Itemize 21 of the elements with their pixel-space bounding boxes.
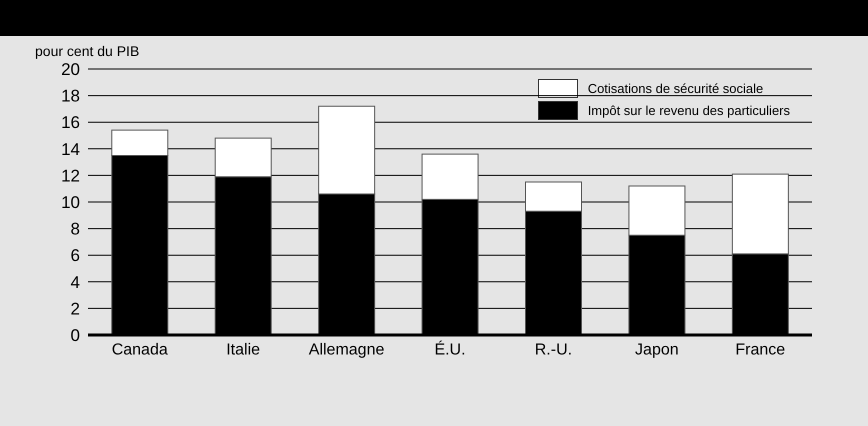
y-tick-label: 4 [70, 272, 80, 292]
x-tick-label: France [735, 341, 786, 358]
x-tick-label: Canada [112, 341, 168, 358]
y-tick-label: 10 [61, 193, 80, 212]
x-tick-label: Japon [635, 341, 679, 358]
y-tick-label: 18 [61, 86, 80, 106]
legend-label: Impôt sur le revenu des particuliers [588, 102, 790, 118]
y-axis-title: pour cent du PIB [35, 43, 140, 59]
x-tick-label: Allemagne [308, 341, 384, 358]
y-tick-label: 16 [61, 113, 80, 132]
y-tick-label: 12 [61, 166, 80, 186]
y-tick-label: 20 [61, 60, 80, 80]
legend-label: Cotisations de sécurité sociale [588, 80, 764, 96]
y-tick-label: 0 [70, 326, 80, 346]
y-tick-label: 8 [70, 220, 80, 239]
y-tick-label: 14 [61, 140, 80, 159]
y-tick-label: 2 [70, 299, 80, 318]
x-tick-label: Italie [226, 341, 260, 358]
x-tick-label: R.-U. [534, 341, 572, 358]
x-tick-label: É.U. [434, 340, 466, 358]
y-tick-label: 6 [70, 246, 80, 266]
